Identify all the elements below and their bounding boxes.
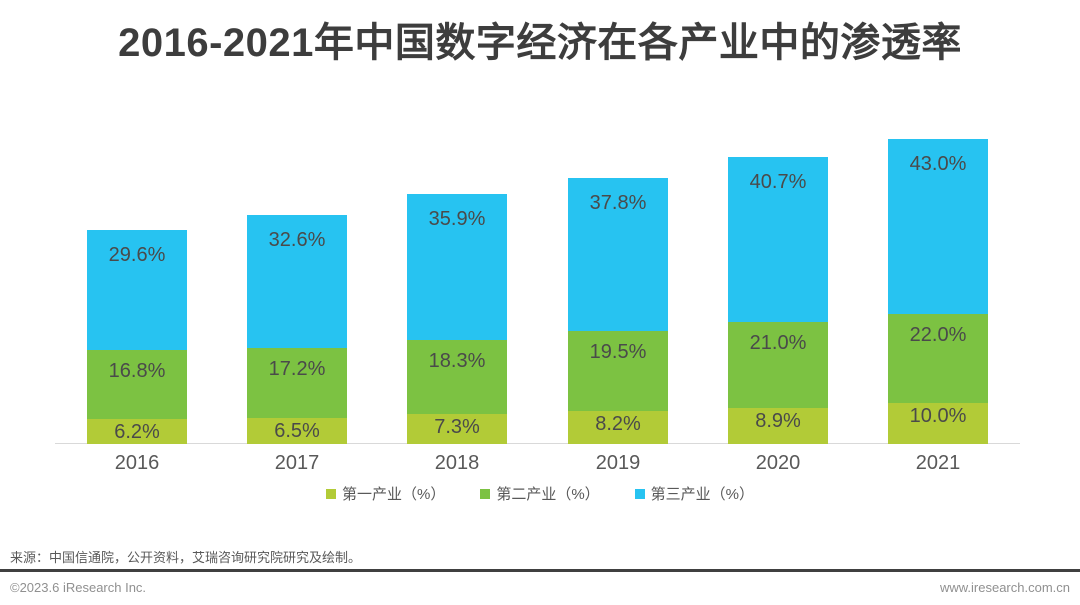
bar-segment: 43.0% xyxy=(888,138,988,314)
segment-value-label: 22.0% xyxy=(909,323,967,346)
segment-value-label: 19.5% xyxy=(589,341,647,364)
x-axis-tick-label: 2019 xyxy=(595,452,641,474)
x-axis-tick-label: 2017 xyxy=(274,452,320,474)
x-axis-line xyxy=(55,443,1020,444)
segment-value-label: 10.0% xyxy=(909,405,967,428)
legend-item: 第三产业（%） xyxy=(634,483,755,504)
segment-value-label: 17.2% xyxy=(268,357,326,380)
segment-value-label: 8.2% xyxy=(595,412,641,435)
bar-segment: 10.0% xyxy=(888,403,988,444)
legend-swatch-icon xyxy=(634,488,645,499)
segment-value-label: 6.5% xyxy=(274,419,320,442)
bar-segment: 16.8% xyxy=(87,350,187,419)
legend-item: 第二产业（%） xyxy=(480,483,600,504)
bar-segment: 32.6% xyxy=(247,215,347,348)
segment-value-label: 43.0% xyxy=(909,152,967,175)
segment-value-label: 37.8% xyxy=(589,191,647,214)
bar-segment: 8.2% xyxy=(568,410,668,444)
stacked-bar-2017: 32.6% 17.2% 6.5% xyxy=(247,215,347,444)
bar-segment: 8.9% xyxy=(728,407,828,444)
stacked-bar-2019: 37.8% 19.5% 8.2% xyxy=(568,177,668,444)
x-axis-tick-label: 2021 xyxy=(915,452,961,474)
footer-divider xyxy=(0,569,1080,572)
legend-label: 第二产业（%） xyxy=(496,486,600,503)
bar-segment: 29.6% xyxy=(87,230,187,351)
stacked-bar-2020: 40.7% 21.0% 8.9% xyxy=(728,156,828,444)
bar-segment: 40.7% xyxy=(728,156,828,323)
copyright-text: ©2023.6 iResearch Inc. xyxy=(10,580,147,595)
chart-title: 2016-2021年中国数字经济在各产业中的渗透率 xyxy=(118,21,962,65)
bar-segment: 6.2% xyxy=(87,418,187,444)
stacked-bar-2018: 35.9% 18.3% 7.3% xyxy=(407,193,507,444)
website-text: www.iresearch.com.cn xyxy=(939,580,1070,595)
x-axis-tick-label: 2016 xyxy=(114,452,160,474)
segment-value-label: 32.6% xyxy=(268,229,326,252)
segment-value-label: 35.9% xyxy=(428,207,486,230)
legend-swatch-icon xyxy=(480,488,491,499)
legend: 第一产业（%） 第二产业（%） 第三产业（%） xyxy=(0,483,1080,504)
stacked-bar-2021: 43.0% 22.0% 10.0% xyxy=(888,138,988,444)
x-axis-tick-label: 2018 xyxy=(434,452,480,474)
bar-segment: 21.0% xyxy=(728,322,828,408)
segment-value-label: 16.8% xyxy=(108,360,166,383)
bar-segment: 37.8% xyxy=(568,177,668,332)
source-note: 来源：中国信通院，公开资料，艾瑞咨询研究院研究及绘制。 xyxy=(10,550,362,565)
legend-label: 第一产业（%） xyxy=(341,486,446,503)
segment-value-label: 18.3% xyxy=(428,349,486,372)
segment-value-label: 7.3% xyxy=(434,416,480,439)
segment-value-label: 40.7% xyxy=(749,170,807,193)
bar-segment: 19.5% xyxy=(568,331,668,411)
bar-segment: 22.0% xyxy=(888,313,988,404)
legend-item: 第一产业（%） xyxy=(325,483,446,504)
bar-segment: 17.2% xyxy=(247,347,347,418)
segment-value-label: 29.6% xyxy=(108,244,166,267)
bar-segment: 35.9% xyxy=(407,193,507,340)
segment-value-label: 8.9% xyxy=(755,409,801,432)
x-axis-tick-label: 2020 xyxy=(755,452,801,474)
bar-segment: 7.3% xyxy=(407,414,507,444)
bar-segment: 6.5% xyxy=(247,417,347,444)
bar-segment: 18.3% xyxy=(407,339,507,415)
stacked-bar-2016: 29.6% 16.8% 6.2% xyxy=(87,230,187,444)
legend-label: 第三产业（%） xyxy=(650,486,755,503)
segment-value-label: 21.0% xyxy=(749,332,807,355)
segment-value-label: 6.2% xyxy=(114,420,160,443)
legend-swatch-icon xyxy=(325,488,336,499)
